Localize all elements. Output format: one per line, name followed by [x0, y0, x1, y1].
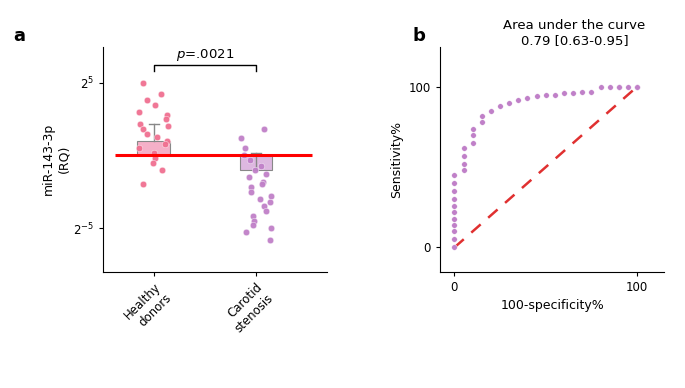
Point [254, 196, 265, 202]
Point [264, 199, 275, 205]
Point [240, 229, 251, 236]
Point [151, 133, 162, 140]
Text: a: a [14, 27, 26, 45]
Point [257, 181, 268, 187]
Point [258, 126, 269, 132]
Point [266, 225, 277, 231]
Point [244, 174, 255, 180]
Point [141, 97, 152, 103]
Point [238, 152, 249, 159]
Point [260, 171, 271, 177]
Point [245, 184, 256, 191]
Point [137, 126, 148, 132]
Text: $\it{p}$=.0021: $\it{p}$=.0021 [176, 47, 234, 62]
Point [247, 222, 258, 228]
Text: Area under the curve
0.79 [0.63-0.95]: Area under the curve 0.79 [0.63-0.95] [503, 19, 646, 47]
Point [148, 159, 159, 166]
Y-axis label: Sensitivity%: Sensitivity% [390, 121, 403, 197]
Point [138, 80, 149, 86]
Point [160, 116, 171, 122]
Point [256, 163, 266, 169]
Point [134, 109, 145, 115]
Text: b: b [412, 27, 425, 45]
Point [258, 178, 269, 185]
Point [150, 155, 161, 161]
Point [161, 112, 172, 118]
Point [138, 181, 149, 187]
Point [142, 131, 153, 137]
Point [249, 167, 260, 173]
Point [260, 208, 271, 214]
Point [264, 237, 275, 243]
Point [157, 167, 168, 173]
Point [162, 123, 173, 130]
Point [247, 213, 258, 220]
Point [149, 102, 160, 108]
Point [159, 141, 170, 147]
Point [249, 218, 260, 224]
Bar [240, 156, 272, 170]
Point [162, 138, 173, 144]
Point [259, 203, 270, 210]
Point [265, 193, 276, 199]
X-axis label: 100-specificity%: 100-specificity% [500, 299, 604, 312]
Point [134, 120, 145, 126]
Point [236, 135, 247, 141]
Point [149, 149, 160, 156]
Point [245, 157, 256, 163]
Point [155, 91, 166, 97]
Point [133, 145, 144, 151]
Point [245, 189, 256, 195]
Point [239, 145, 250, 151]
Y-axis label: miR-143-3p
(RQ): miR-143-3p (RQ) [42, 123, 70, 195]
Bar [138, 141, 170, 156]
